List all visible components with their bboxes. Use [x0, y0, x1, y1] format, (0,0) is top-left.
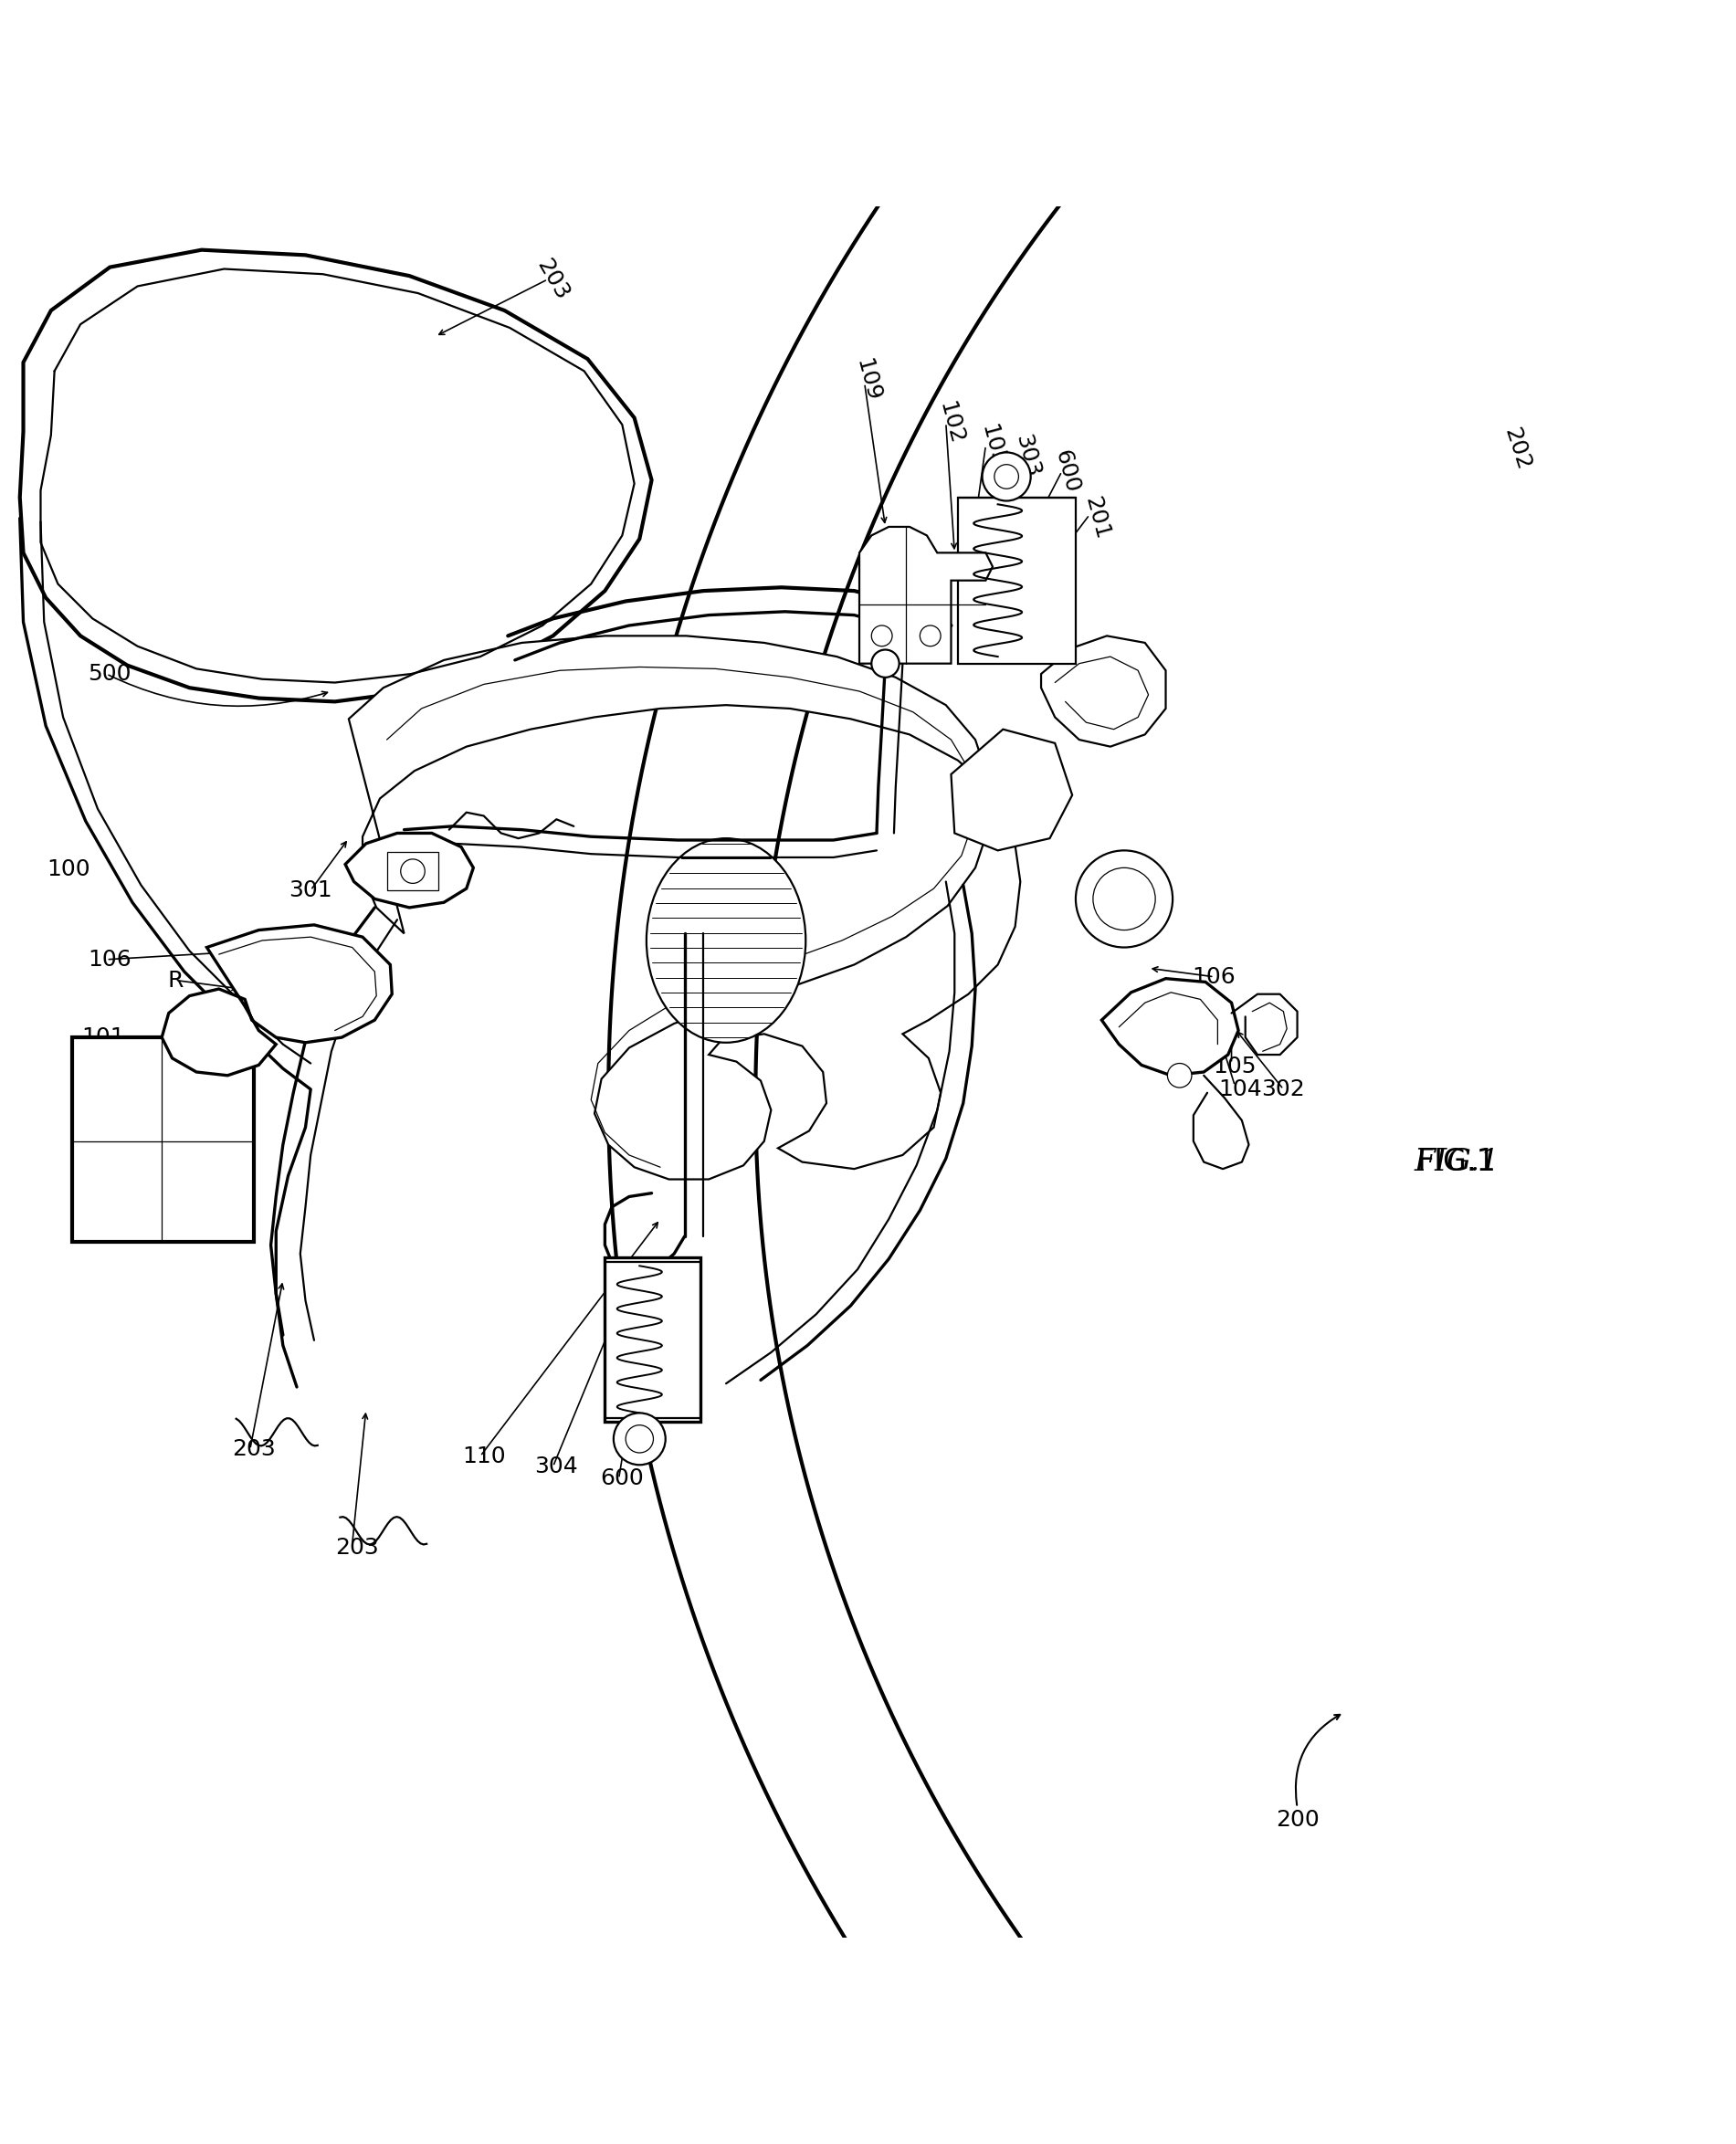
- Text: 203: 203: [231, 1439, 276, 1460]
- Polygon shape: [19, 251, 651, 701]
- Circle shape: [871, 626, 892, 645]
- Text: 105: 105: [1213, 1055, 1257, 1078]
- Circle shape: [625, 1426, 653, 1454]
- Text: FIG.1: FIG.1: [1417, 1147, 1496, 1177]
- Text: 203: 203: [335, 1537, 378, 1559]
- Ellipse shape: [646, 838, 806, 1042]
- Text: 201: 201: [1080, 495, 1113, 542]
- Text: 106: 106: [1193, 965, 1236, 988]
- Text: 600: 600: [1050, 448, 1083, 495]
- Bar: [387, 851, 439, 890]
- Polygon shape: [951, 729, 1073, 851]
- Circle shape: [1094, 868, 1156, 930]
- Text: S: S: [391, 875, 404, 896]
- Circle shape: [920, 626, 941, 645]
- Polygon shape: [1042, 637, 1165, 746]
- Text: 103: 103: [89, 1096, 132, 1117]
- Circle shape: [613, 1413, 665, 1464]
- Text: 100: 100: [47, 858, 90, 881]
- Text: FIG.1: FIG.1: [1413, 1147, 1500, 1177]
- Polygon shape: [349, 637, 1021, 1179]
- Circle shape: [995, 465, 1019, 489]
- Text: 110: 110: [462, 1445, 505, 1466]
- Text: 105: 105: [976, 422, 1009, 470]
- Circle shape: [401, 860, 425, 883]
- Circle shape: [983, 452, 1031, 502]
- Text: 203: 203: [533, 255, 573, 304]
- Text: 202: 202: [1500, 425, 1535, 474]
- Polygon shape: [859, 527, 993, 662]
- Text: 304: 304: [535, 1456, 578, 1477]
- Text: 500: 500: [89, 662, 132, 684]
- Polygon shape: [608, 0, 1670, 2144]
- Text: 106: 106: [89, 948, 132, 971]
- Polygon shape: [1102, 978, 1238, 1076]
- Text: 101: 101: [82, 1027, 125, 1048]
- Polygon shape: [345, 834, 474, 907]
- Text: 303: 303: [1010, 431, 1043, 480]
- Polygon shape: [161, 924, 392, 1076]
- Text: 109: 109: [852, 356, 884, 403]
- Text: 302: 302: [1262, 1078, 1305, 1100]
- Bar: [958, 497, 1076, 662]
- Text: 102: 102: [936, 399, 967, 446]
- Text: 104: 104: [1219, 1078, 1262, 1100]
- Circle shape: [871, 650, 899, 678]
- Text: R: R: [168, 969, 184, 991]
- Circle shape: [1076, 851, 1172, 948]
- Text: 301: 301: [288, 879, 332, 900]
- Text: 200: 200: [1276, 1810, 1319, 1831]
- Bar: [604, 1256, 700, 1421]
- Circle shape: [1167, 1063, 1191, 1087]
- Bar: [71, 1038, 253, 1241]
- Text: 600: 600: [601, 1469, 644, 1490]
